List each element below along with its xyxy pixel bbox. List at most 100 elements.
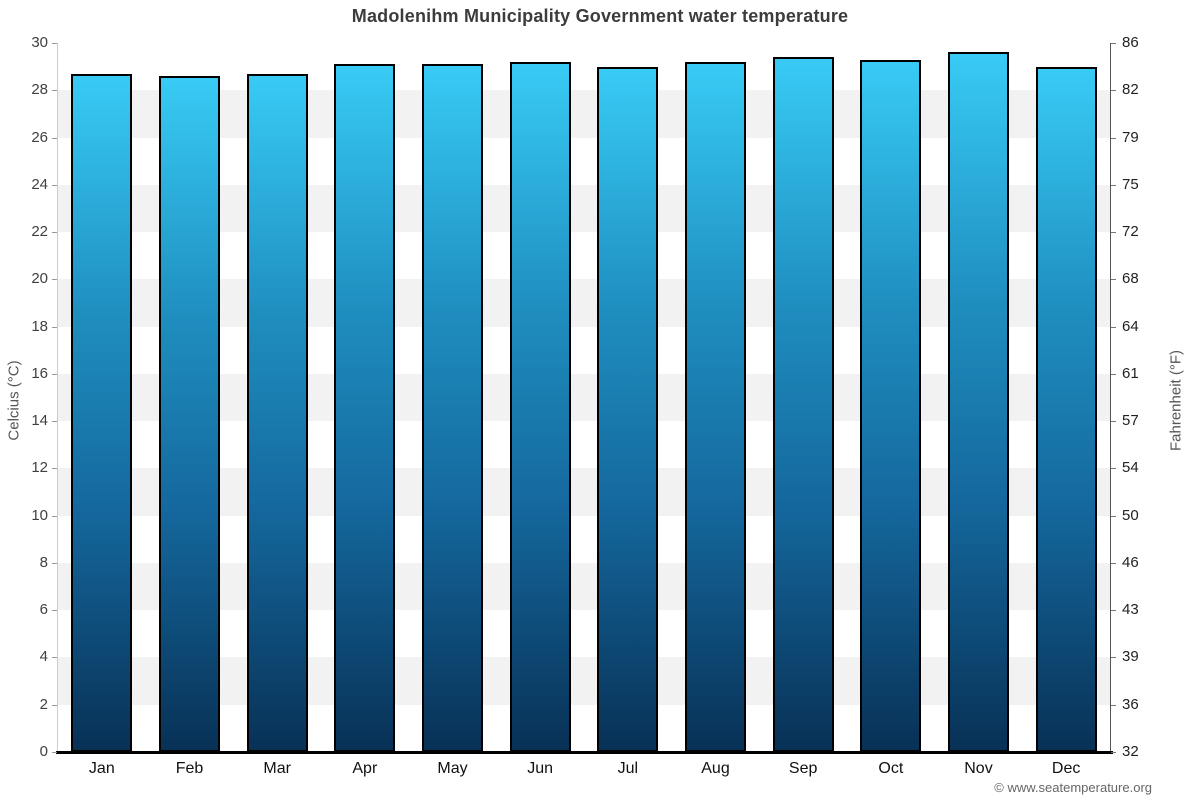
y-tick-left	[52, 704, 57, 706]
y-axis-label-fahrenheit: 86	[1122, 34, 1139, 51]
y-axis-label-celsius: 28	[31, 81, 48, 99]
y-axis-line-right	[1110, 43, 1111, 752]
x-axis-label-may: May	[437, 760, 468, 777]
y-tick-right	[1111, 90, 1116, 92]
y-tick-right	[1111, 752, 1116, 753]
y-tick-right	[1111, 421, 1116, 423]
x-axis-label-apr: Apr	[352, 760, 378, 777]
y-tick-left	[52, 137, 57, 139]
y-tick-left	[52, 421, 57, 423]
plot-band	[58, 468, 1110, 516]
bar-mar[interactable]	[246, 73, 308, 752]
y-axis-label-fahrenheit: 54	[1122, 459, 1139, 477]
x-axis-label-oct: Oct	[878, 760, 904, 777]
x-axis-label-jun: Jun	[527, 760, 554, 777]
plot-band	[58, 232, 1110, 280]
bar-may[interactable]	[422, 64, 483, 752]
y-axis-label-celsius: 0	[39, 743, 48, 760]
y-tick-left	[52, 184, 57, 186]
y-axis-title-fahrenheit: Fahrenheit (°F)	[1167, 349, 1185, 452]
x-axis-label-aug: Aug	[701, 760, 730, 777]
y-tick-left	[52, 610, 57, 612]
bar-jan[interactable]	[71, 73, 133, 752]
y-axis-label-celsius: 12	[31, 459, 48, 477]
bar-jul[interactable]	[597, 66, 659, 752]
y-tick-left	[52, 326, 57, 328]
plot-band	[58, 137, 1110, 185]
plot-band	[58, 610, 1110, 658]
y-tick-left	[52, 657, 57, 659]
y-tick-left	[52, 43, 57, 44]
y-axis-label-celsius: 14	[31, 412, 48, 430]
y-tick-right	[1111, 468, 1116, 470]
y-axis-label-fahrenheit: 50	[1122, 506, 1139, 524]
bar-dec[interactable]	[1035, 66, 1097, 752]
y-tick-left	[52, 752, 57, 753]
bar-aug[interactable]	[685, 61, 746, 752]
y-tick-right	[1111, 43, 1116, 44]
x-axis-line	[56, 751, 1113, 754]
plot-area	[58, 43, 1110, 752]
x-axis-label-sep: Sep	[788, 760, 818, 777]
x-axis-label-dec: Dec	[1051, 760, 1081, 777]
y-axis-label-fahrenheit: 32	[1122, 743, 1139, 760]
y-axis-label-fahrenheit: 46	[1122, 553, 1139, 571]
y-tick-left	[52, 373, 57, 375]
plot-band	[58, 373, 1110, 422]
y-axis-label-celsius: 26	[31, 128, 48, 146]
y-tick-right	[1111, 326, 1116, 328]
y-tick-left	[52, 232, 57, 234]
x-axis-label-jul: Jul	[617, 760, 639, 777]
chart-title: Madolenihm Municipality Government water…	[351, 6, 849, 26]
y-tick-left	[52, 562, 57, 564]
y-tick-right	[1111, 232, 1116, 234]
plot-band	[58, 326, 1110, 374]
plot-band	[58, 515, 1110, 563]
y-axis-label-celsius: 10	[31, 506, 48, 524]
plot-band	[58, 657, 1110, 705]
bar-apr[interactable]	[334, 64, 396, 752]
y-tick-left	[52, 279, 57, 281]
y-axis-label-celsius: 18	[31, 317, 48, 335]
x-axis-label-feb: Feb	[175, 760, 204, 777]
bar-jun[interactable]	[509, 61, 571, 752]
plot-band	[58, 184, 1110, 233]
y-axis-label-celsius: 22	[31, 223, 48, 241]
y-axis-label-celsius: 30	[31, 34, 48, 51]
y-tick-left	[52, 515, 57, 517]
y-axis-label-fahrenheit: 43	[1122, 601, 1139, 619]
y-axis-label-celsius: 16	[31, 364, 48, 382]
y-tick-right	[1111, 657, 1116, 659]
y-axis-label-celsius: 24	[31, 175, 48, 193]
plot-band	[58, 279, 1110, 327]
y-axis-label-celsius: 4	[39, 648, 48, 666]
bar-nov[interactable]	[948, 52, 1009, 752]
y-tick-right	[1111, 373, 1116, 375]
y-axis-label-fahrenheit: 75	[1122, 175, 1139, 193]
plot-band	[58, 562, 1110, 611]
y-axis-label-fahrenheit: 68	[1122, 270, 1139, 288]
y-axis-label-fahrenheit: 82	[1122, 81, 1139, 99]
y-tick-left	[52, 90, 57, 92]
y-axis-label-fahrenheit: 57	[1122, 412, 1139, 430]
y-axis-label-celsius: 8	[39, 553, 48, 571]
x-axis-label-jan: Jan	[88, 760, 115, 777]
x-axis-label-nov: Nov	[964, 760, 993, 777]
y-axis-label-fahrenheit: 39	[1122, 648, 1139, 666]
plot-band	[58, 90, 1110, 138]
y-axis-label-fahrenheit: 79	[1122, 128, 1139, 146]
bar-sep[interactable]	[772, 57, 834, 752]
plot-band	[58, 43, 1110, 91]
y-tick-left	[52, 468, 57, 470]
y-axis-label-celsius: 6	[39, 601, 48, 619]
y-axis-label-fahrenheit: 36	[1122, 695, 1139, 713]
plot-band	[58, 704, 1110, 752]
y-axis-label-fahrenheit: 61	[1122, 364, 1139, 382]
y-tick-right	[1111, 515, 1116, 517]
attribution-link[interactable]: © www.seatemperature.org	[994, 780, 1152, 795]
y-tick-right	[1111, 610, 1116, 612]
y-axis-line-left	[57, 43, 58, 752]
bar-feb[interactable]	[159, 76, 220, 752]
bar-oct[interactable]	[860, 59, 922, 752]
y-axis-title-celsius: Celcius (°C)	[5, 360, 23, 441]
